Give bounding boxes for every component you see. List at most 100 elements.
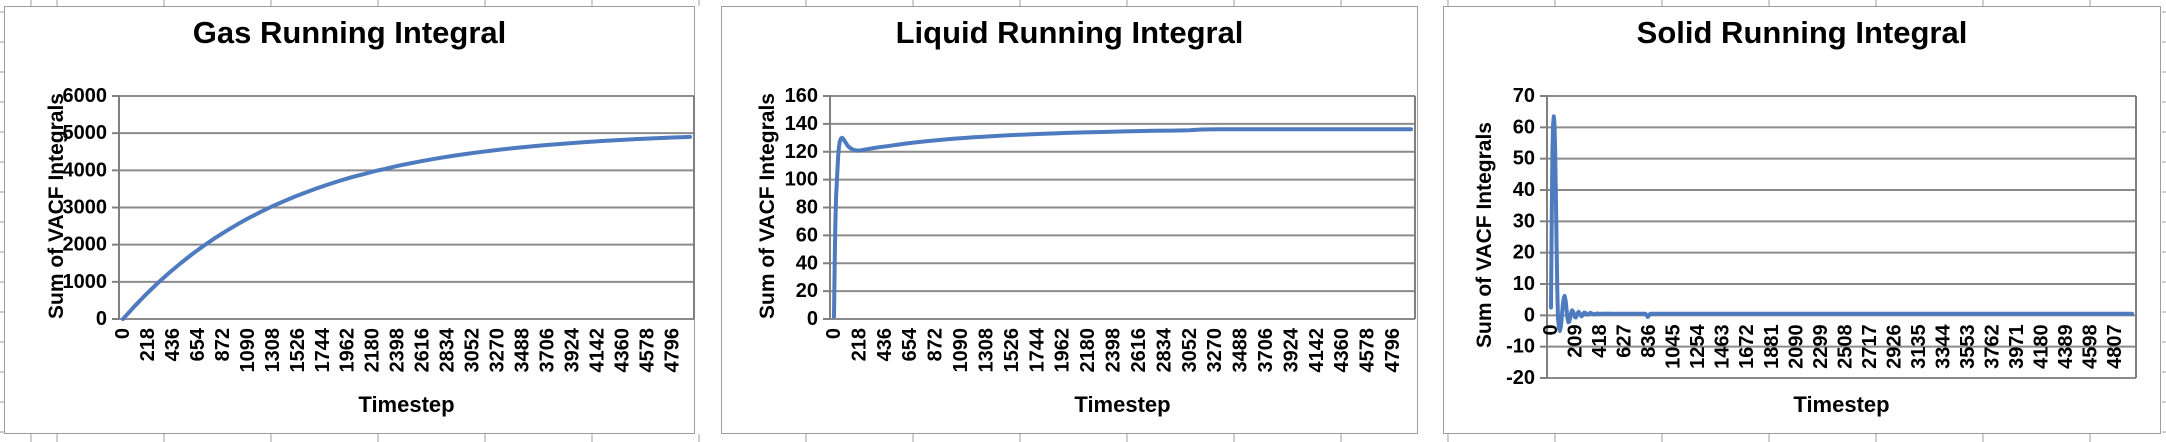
x-tick-label: 4796 [1382, 328, 1404, 373]
x-tick-label: 3270 [487, 328, 509, 373]
x-tick-label: 2834 [437, 327, 459, 372]
x-tick-label: 1308 [975, 328, 997, 373]
x-tick-label: 0 [1540, 324, 1562, 335]
x-tick-label: 2180 [362, 328, 384, 373]
x-tick-label: 1881 [1761, 324, 1783, 369]
y-tick-label: 30 [1513, 210, 1535, 232]
x-tick-label: 3553 [1957, 324, 1979, 369]
x-tick-label: 2180 [1077, 328, 1099, 373]
series-line [832, 127, 1413, 319]
series-line [121, 134, 692, 321]
x-tick-label: 436 [874, 328, 896, 361]
x-tick-label: 3052 [462, 328, 484, 373]
x-tick-label: 4807 [2104, 324, 2126, 369]
x-tick-label: 4180 [2031, 324, 2053, 369]
x-tick-label: 3762 [1982, 324, 2004, 369]
x-tick-label: 2616 [1128, 328, 1150, 373]
x-tick-label: 4578 [636, 328, 658, 373]
y-tick-label: 1000 [63, 271, 108, 293]
y-tick-label: 50 [1513, 148, 1535, 170]
x-axis-title: Timestep [1793, 392, 1890, 417]
x-tick-label: 1526 [287, 328, 309, 373]
x-tick-label: 3488 [1230, 328, 1252, 373]
x-tick-label: 3488 [512, 328, 534, 373]
x-tick-label: 3924 [1280, 327, 1302, 372]
x-axis-title: Timestep [358, 392, 455, 417]
x-tick-label: 218 [137, 328, 159, 361]
x-tick-label: 218 [848, 328, 870, 361]
chart-title: Liquid Running Integral [895, 15, 1244, 50]
y-tick-label: 60 [796, 224, 818, 246]
y-tick-label: 6000 [63, 85, 108, 107]
x-tick-label: 2926 [1883, 324, 1905, 369]
x-tick-label: 209 [1565, 324, 1587, 357]
x-tick-label: 4142 [586, 328, 608, 373]
chart-title: Gas Running Integral [192, 15, 507, 50]
y-tick-label: 0 [96, 308, 107, 330]
x-tick-label: 1962 [1052, 328, 1074, 373]
y-tick-label: 80 [796, 197, 818, 219]
worksheet-gridline-strip-right [2162, 0, 2166, 442]
x-tick-label: 1744 [312, 327, 334, 372]
y-tick-label: 0 [1524, 304, 1535, 326]
x-tick-label: 436 [162, 328, 184, 361]
y-tick-label: 120 [785, 141, 818, 163]
x-tick-label: 872 [212, 328, 234, 361]
x-tick-label: 1090 [950, 328, 972, 373]
x-tick-label: 3706 [537, 328, 559, 373]
y-tick-label: 5000 [63, 122, 108, 144]
x-tick-label: 3344 [1932, 323, 1954, 368]
y-tick-label: 3000 [63, 197, 108, 219]
x-tick-label: 4360 [611, 328, 633, 373]
x-tick-label: 2834 [1153, 327, 1175, 372]
y-tick-label: -20 [1506, 367, 1535, 389]
y-tick-label: -10 [1506, 336, 1535, 358]
y-tick-label: 2000 [63, 234, 108, 256]
x-tick-label: 4578 [1357, 328, 1379, 373]
x-tick-label: 1463 [1712, 324, 1734, 369]
y-tick-label: 40 [796, 252, 818, 274]
x-tick-label: 1744 [1026, 327, 1048, 372]
x-tick-label: 0 [823, 328, 845, 339]
x-tick-label: 3971 [2006, 324, 2028, 369]
y-tick-label: 60 [1513, 116, 1535, 138]
x-tick-label: 4598 [2080, 324, 2102, 369]
x-tick-label: 2717 [1859, 324, 1881, 369]
x-tick-label: 3706 [1255, 328, 1277, 373]
x-tick-label: 4142 [1306, 328, 1328, 373]
x-tick-label: 3924 [561, 327, 583, 372]
x-tick-label: 872 [925, 328, 947, 361]
x-tick-label: 836 [1638, 324, 1660, 357]
x-tick-label: 4389 [2055, 324, 2077, 369]
worksheet-gridline-strip-bottom [0, 434, 2166, 442]
x-tick-label: 3270 [1204, 328, 1226, 373]
series-line [1549, 114, 2134, 333]
x-tick-label: 418 [1589, 324, 1611, 357]
x-tick-label: 1962 [337, 328, 359, 373]
chart-panel-liquid[interactable]: Liquid Running Integral Sum of VACF Inte… [721, 6, 1418, 434]
y-tick-label: 20 [1513, 242, 1535, 264]
x-tick-label: 2616 [412, 328, 434, 373]
y-tick-label: 140 [785, 113, 818, 135]
x-tick-label: 3052 [1179, 328, 1201, 373]
x-tick-label: 2299 [1810, 324, 1832, 369]
chart-panel-solid[interactable]: Solid Running Integral Sum of VACF Integ… [1443, 6, 2161, 434]
chart-title: Solid Running Integral [1636, 15, 1968, 50]
x-tick-label: 1254 [1687, 323, 1709, 368]
y-tick-label: 100 [785, 169, 818, 191]
x-tick-label: 0 [112, 328, 134, 339]
x-tick-label: 654 [899, 327, 921, 361]
y-tick-label: 10 [1513, 273, 1535, 295]
chart-panel-gas[interactable]: Gas Running Integral Sum of VACF Integra… [4, 6, 695, 434]
y-tick-label: 70 [1513, 85, 1535, 107]
x-tick-label: 1045 [1663, 324, 1685, 369]
x-tick-label: 1526 [1001, 328, 1023, 373]
y-tick-label: 40 [1513, 179, 1535, 201]
x-tick-label: 3135 [1908, 324, 1930, 369]
y-tick-label: 160 [785, 85, 818, 107]
y-tick-label: 0 [807, 308, 818, 330]
